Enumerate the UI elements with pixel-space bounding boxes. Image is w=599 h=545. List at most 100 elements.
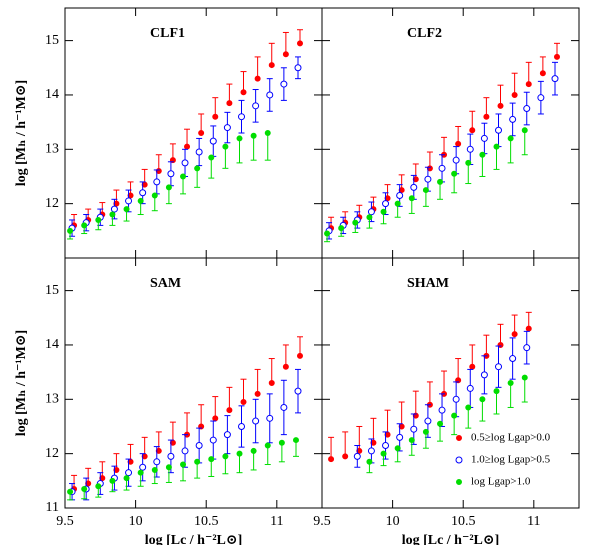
data-point [509,355,517,363]
data-point [451,412,458,419]
data-point [240,399,247,406]
data-point [137,197,144,204]
data-point [324,230,331,237]
data-point [151,192,158,199]
data-point [209,436,217,444]
data-point [125,469,133,477]
panel-frame [64,7,323,259]
data-point [380,450,387,457]
data-point [338,225,345,232]
data-point [139,189,147,197]
data-point [521,374,528,381]
panel-title: CLF1 [150,26,185,41]
data-point [123,475,130,482]
data-point [455,140,462,147]
data-point [236,135,243,142]
data-point [238,113,246,121]
legend-marker [455,456,463,464]
data-point [523,105,531,113]
data-point [153,178,161,186]
legend-label: log Lgap>1.0 [471,476,531,488]
data-point [208,154,215,161]
data-point [109,477,116,484]
data-point [525,325,532,332]
data-point [511,331,518,338]
y-axis-label: log [Mₕ / h⁻¹M⊙] [14,330,29,436]
data-point [353,452,361,460]
legend-label: 0.5≥log Lgap>0.0 [471,432,551,444]
x-tick-label: 10 [129,514,143,529]
data-point [125,197,133,205]
data-point [483,113,490,120]
data-point [282,363,289,370]
data-point [250,447,257,454]
data-point [278,439,285,446]
data-point [551,75,559,83]
data-point [226,100,233,107]
data-point [282,51,289,58]
data-point [137,469,144,476]
data-point [437,178,444,185]
data-point [352,219,359,226]
data-point [342,453,349,460]
data-point [507,380,514,386]
data-point [254,75,261,82]
data-point [95,483,102,490]
data-point [250,132,257,139]
data-point [410,425,418,433]
x-tick-label: 11 [270,514,283,529]
panel-title: SHAM [407,276,449,291]
data-point [223,124,231,132]
y-tick-label: 11 [46,500,59,515]
data-point [180,461,187,468]
data-point [452,395,460,403]
data-point [123,206,130,213]
data-point [480,371,488,379]
legend-marker [456,479,462,485]
legend-label: 1.0≥log Lgap>0.5 [471,454,551,466]
data-point [480,134,488,142]
data-point [208,456,215,463]
panel-frame [321,257,580,509]
data-point [408,195,415,202]
data-point [495,126,503,134]
data-point [252,102,260,110]
x-tick-label: 9.5 [56,514,74,529]
data-point [296,40,303,47]
data-point [437,420,444,427]
x-tick-label: 10.5 [194,514,219,529]
data-point [424,175,432,183]
data-point [254,390,261,397]
data-point [165,184,172,191]
legend-marker [456,435,462,441]
data-point [394,200,401,207]
data-point [294,64,302,72]
data-point [451,170,458,177]
data-point [539,70,546,77]
data-point [396,192,404,199]
x-axis-label: log [Lc / h⁻²L⊙] [145,533,243,545]
y-tick-label: 12 [45,446,59,461]
y-tick-label: 14 [45,87,59,102]
data-point [438,164,446,172]
data-point [209,137,217,145]
data-point [537,94,545,102]
data-point [424,417,432,425]
data-point [408,437,415,444]
data-point [396,433,404,441]
data-point [509,115,517,123]
data-point [466,145,474,153]
data-point [181,447,189,455]
data-point [280,403,288,411]
data-point [292,437,299,444]
data-point [495,363,503,371]
data-point [110,205,118,213]
data-point [280,80,288,88]
data-point [525,81,532,88]
data-point [194,458,201,465]
x-tick-label: 11 [527,514,540,529]
data-point [493,143,500,150]
data-point [81,222,88,229]
data-point [410,183,418,191]
data-point [81,485,88,492]
